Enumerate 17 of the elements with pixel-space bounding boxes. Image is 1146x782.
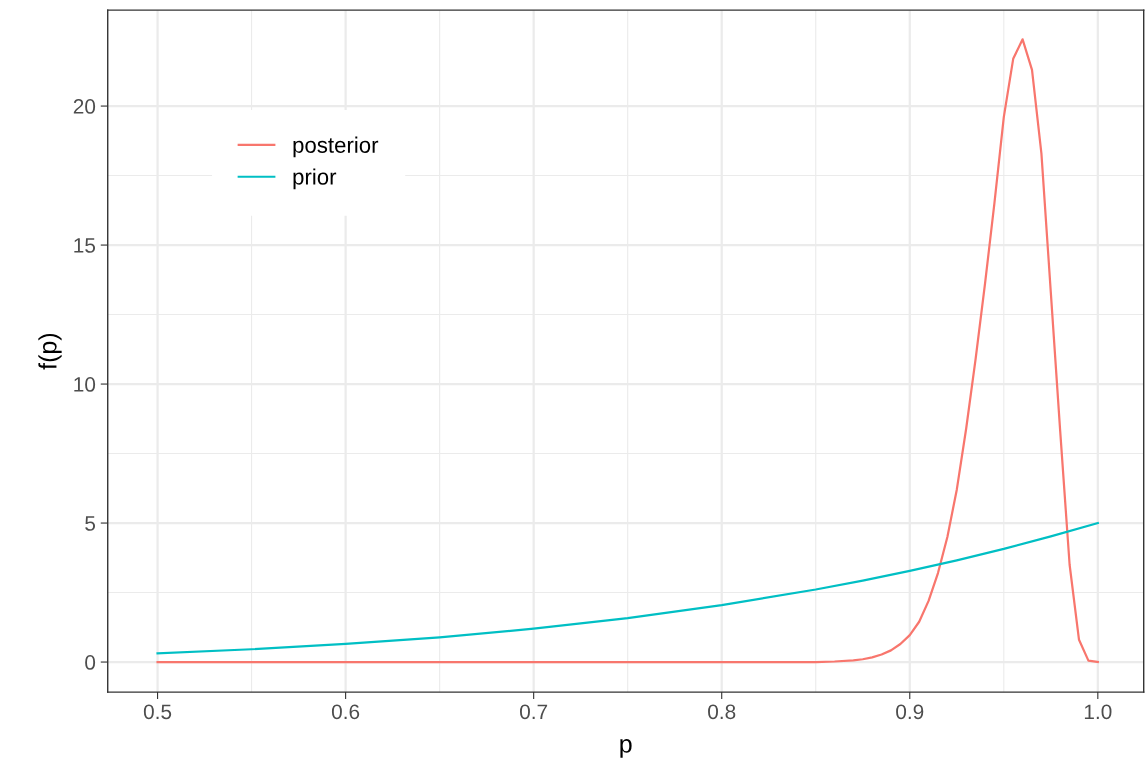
- x-tick-label: 0.9: [896, 704, 924, 720]
- y-tick-label: 20: [73, 99, 96, 114]
- legend-label: prior: [293, 168, 337, 190]
- y-axis-title: f(p): [38, 333, 62, 370]
- x-tick-label: 1.0: [1084, 704, 1112, 720]
- y-tick-label: 15: [74, 238, 96, 253]
- legend-label: posterior: [293, 136, 379, 158]
- x-tick-label: 0.8: [708, 704, 736, 720]
- x-tick-label: 0.6: [331, 704, 360, 720]
- x-tick-label: 0.5: [143, 704, 172, 720]
- x-axis-title: p: [620, 739, 632, 758]
- x-tick-label: 0.7: [520, 704, 548, 720]
- line-series: [156, 521, 1099, 655]
- y-tick-label: 10: [74, 377, 96, 392]
- y-tick-label: 5: [85, 516, 96, 531]
- y-tick-label: 0: [85, 655, 96, 670]
- line-series: [156, 38, 1099, 664]
